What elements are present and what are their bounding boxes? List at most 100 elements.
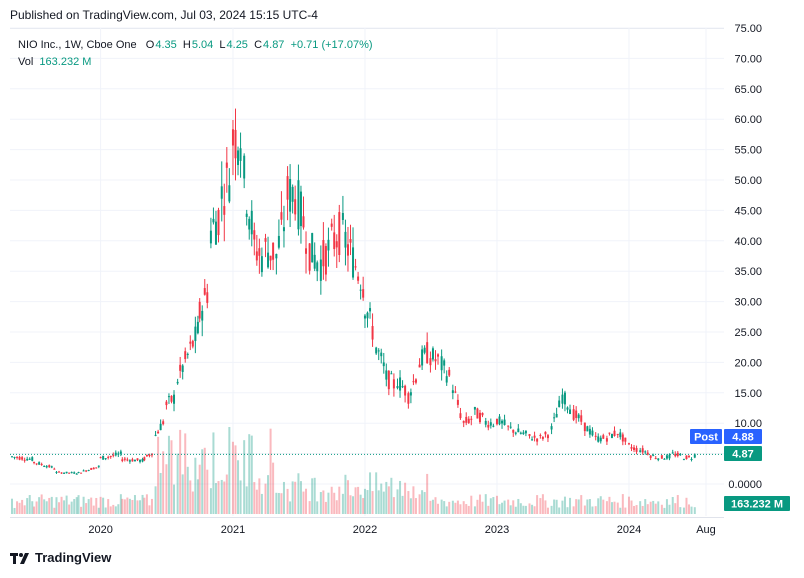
candle-body: [239, 148, 242, 161]
candle-body: [401, 386, 404, 388]
volume-bar: [467, 505, 470, 514]
candle-body: [184, 351, 187, 359]
candle-body: [121, 459, 124, 461]
volume-bar: [191, 491, 194, 514]
candle-body: [414, 379, 417, 383]
candle-body: [412, 381, 415, 383]
volume-bar: [641, 505, 644, 514]
volume-bar: [189, 480, 192, 514]
volume-bar: [23, 505, 26, 514]
volume-bar: [473, 506, 476, 514]
candle-body: [566, 407, 569, 410]
candle-body: [109, 455, 112, 457]
candle-body: [58, 471, 61, 473]
volume-bar: [43, 499, 46, 514]
candle-body: [594, 435, 597, 437]
candle-body: [269, 255, 272, 261]
volume-bar: [470, 495, 473, 514]
candle-body: [253, 230, 256, 240]
candle-body: [181, 365, 184, 372]
volume-bar: [26, 498, 29, 514]
chart-grid: [10, 27, 724, 516]
candle-body: [53, 468, 56, 470]
volume-bar: [619, 507, 622, 514]
candlestick-series: [11, 108, 696, 475]
candle-body: [92, 467, 95, 470]
volume-bar: [70, 501, 73, 514]
candle-body: [302, 216, 305, 228]
candle-body: [487, 424, 490, 428]
candle-body: [654, 458, 657, 460]
volume-bar: [209, 488, 212, 514]
candle-body: [176, 381, 179, 384]
candle-body: [250, 210, 253, 235]
volume-bar: [663, 507, 666, 514]
candle-body: [70, 472, 73, 474]
volume-bar: [654, 503, 657, 514]
candle-body: [28, 458, 31, 460]
volume-bar: [359, 494, 362, 514]
volume-bar: [517, 498, 520, 514]
volume-bar: [280, 493, 283, 514]
volume-bar: [141, 494, 144, 514]
volume-bar: [212, 432, 215, 514]
candle-body: [646, 452, 649, 455]
candle-body: [663, 458, 666, 460]
volume-bar: [602, 499, 605, 514]
volume-bar: [260, 493, 263, 514]
volume-bar: [275, 492, 278, 514]
candle-body: [359, 289, 362, 291]
volume-bar: [269, 428, 272, 514]
volume-bar: [126, 497, 129, 514]
candle-body: [639, 450, 642, 452]
volume-bar: [16, 501, 19, 514]
volume-bar: [327, 492, 330, 514]
volume-bar: [613, 501, 616, 514]
volume-bar: [522, 505, 525, 514]
volume-bar: [487, 505, 490, 514]
volume-bar: [690, 506, 693, 514]
candle-body: [517, 428, 520, 433]
volume-bar: [377, 490, 380, 514]
candle-body: [258, 248, 261, 256]
candle-body: [588, 428, 591, 435]
candle-body: [649, 455, 652, 458]
candle-body: [82, 470, 85, 472]
volume-bar: [253, 482, 256, 514]
volume-bar: [448, 501, 451, 514]
y-tick-label: 40.00: [734, 236, 762, 248]
volume-bar: [55, 497, 58, 514]
volume-bar: [577, 499, 580, 514]
candle-body: [489, 422, 492, 426]
y-tick-label: 30.00: [734, 297, 762, 309]
candle-body: [341, 212, 344, 220]
volume-bar: [237, 460, 240, 514]
candle-body: [73, 472, 76, 474]
candle-body: [462, 420, 465, 423]
volume-bar: [277, 492, 280, 514]
volume-bar: [465, 504, 468, 514]
candle-body: [346, 244, 349, 256]
y-tick-label: 35.00: [734, 266, 762, 278]
candle-body: [148, 454, 151, 456]
volume-bar: [87, 499, 90, 514]
volume-bar: [597, 498, 600, 514]
candle-body: [385, 370, 388, 380]
volume-bar: [157, 436, 160, 514]
candle-body: [196, 321, 199, 334]
volume-bar: [167, 435, 170, 514]
volume-bar: [357, 486, 360, 514]
x-tick-label: 2020: [88, 524, 112, 536]
volume-bar: [524, 505, 527, 514]
candle-body: [198, 301, 201, 319]
volume-bar: [143, 497, 146, 514]
candle-body: [165, 401, 168, 406]
price-axis: 75.00 70.00 65.00 60.00 55.00 50.00 45.00 40.00…: [728, 23, 762, 491]
volume-bar: [243, 440, 246, 514]
volume-bar: [38, 497, 41, 514]
candle-body: [522, 432, 525, 435]
candle-body: [324, 246, 327, 275]
y-tick-label: 60.00: [734, 114, 762, 126]
volume-bar: [580, 495, 583, 514]
